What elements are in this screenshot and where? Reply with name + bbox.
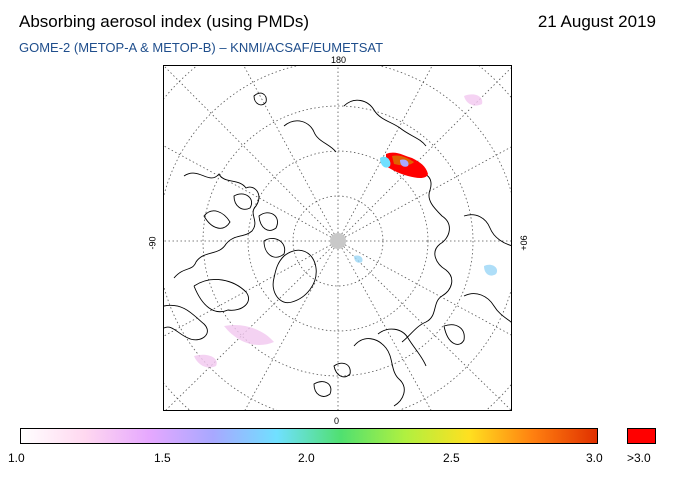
map-title: Absorbing aerosol index (using PMDs) <box>19 12 310 31</box>
polar-map <box>163 65 512 411</box>
pole-marker <box>330 233 346 249</box>
data-source-subtitle: GOME-2 (METOP-A & METOP-B) – KNMI/ACSAF/… <box>19 40 384 55</box>
colorbar-tick-2-0: 2.0 <box>298 451 315 465</box>
longitude-label-top: 180 <box>331 55 347 65</box>
map-date: 21 August 2019 <box>537 12 656 31</box>
longitude-label-right: 90+ <box>518 235 529 251</box>
aerosol-plume <box>380 152 428 178</box>
polar-map-canvas <box>164 66 511 410</box>
longitude-label-left: -90 <box>147 236 158 250</box>
colorbar-tick-3-0: 3.0 <box>586 451 603 465</box>
colorbar-tick-over: >3.0 <box>627 451 651 465</box>
graticule <box>164 66 511 410</box>
colorbar-over-swatch <box>627 428 656 444</box>
colorbar-tick-1-0: 1.0 <box>8 451 25 465</box>
colorbar-tick-2-5: 2.5 <box>443 451 460 465</box>
colorbar <box>20 428 598 444</box>
coastlines <box>164 92 511 407</box>
colorbar-tick-1-5: 1.5 <box>154 451 171 465</box>
longitude-label-bottom: 0 <box>334 416 340 426</box>
aerosol-faint-patches <box>194 94 498 368</box>
